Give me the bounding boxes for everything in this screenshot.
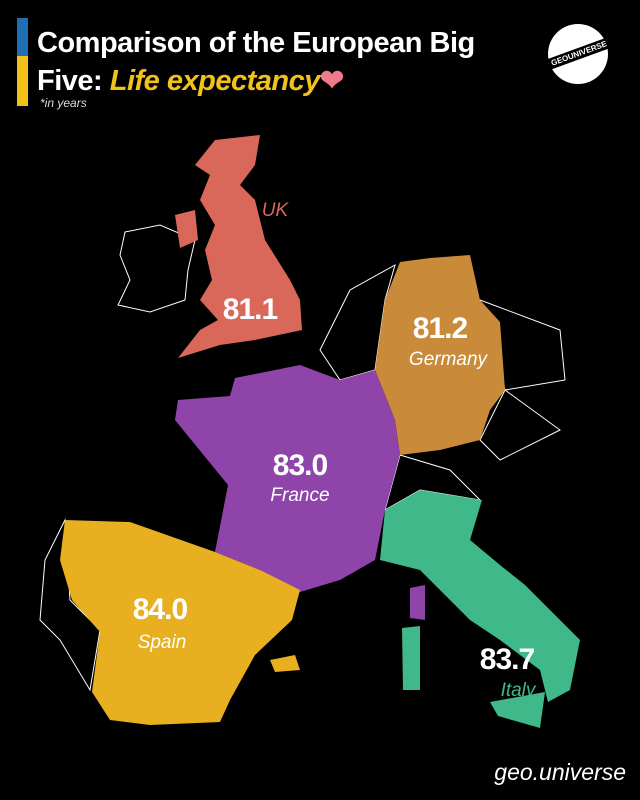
- country-uk[interactable]: [175, 135, 302, 358]
- label-italy-value: 83.7: [479, 643, 535, 676]
- label-germany-value: 81.2: [412, 312, 468, 345]
- accent-bar-blue: [17, 18, 28, 56]
- footer-handle: geo.universe: [494, 759, 626, 785]
- portugal-outline: [39, 518, 101, 692]
- title-prefix: Five:: [37, 65, 110, 97]
- label-france-name: France: [270, 485, 330, 506]
- subtitle: *in years: [40, 96, 87, 110]
- label-germany-name: Germany: [408, 349, 488, 370]
- country-italy[interactable]: [380, 490, 580, 728]
- label-spain-name: Spain: [137, 632, 187, 653]
- label-uk-name: UK: [261, 200, 289, 221]
- country-germany[interactable]: [375, 255, 505, 455]
- label-uk-value: 81.1: [222, 293, 278, 326]
- accent-bar-yellow: [17, 56, 28, 106]
- title-highlight: Life expectancy: [109, 65, 321, 97]
- label-france-value: 83.0: [272, 449, 328, 482]
- label-spain-value: 84.0: [132, 593, 188, 626]
- heart-icon: ❤: [319, 65, 344, 97]
- ireland-outline: [117, 224, 196, 313]
- title-line1: Comparison of the European Big: [37, 27, 475, 59]
- logo: GEOUNIVERSE: [546, 24, 612, 84]
- page-title: Comparison of the European Big Five: Lif…: [37, 24, 475, 100]
- label-italy-name: Italy: [500, 680, 536, 701]
- country-france[interactable]: [175, 365, 425, 620]
- country-spain[interactable]: [60, 520, 300, 725]
